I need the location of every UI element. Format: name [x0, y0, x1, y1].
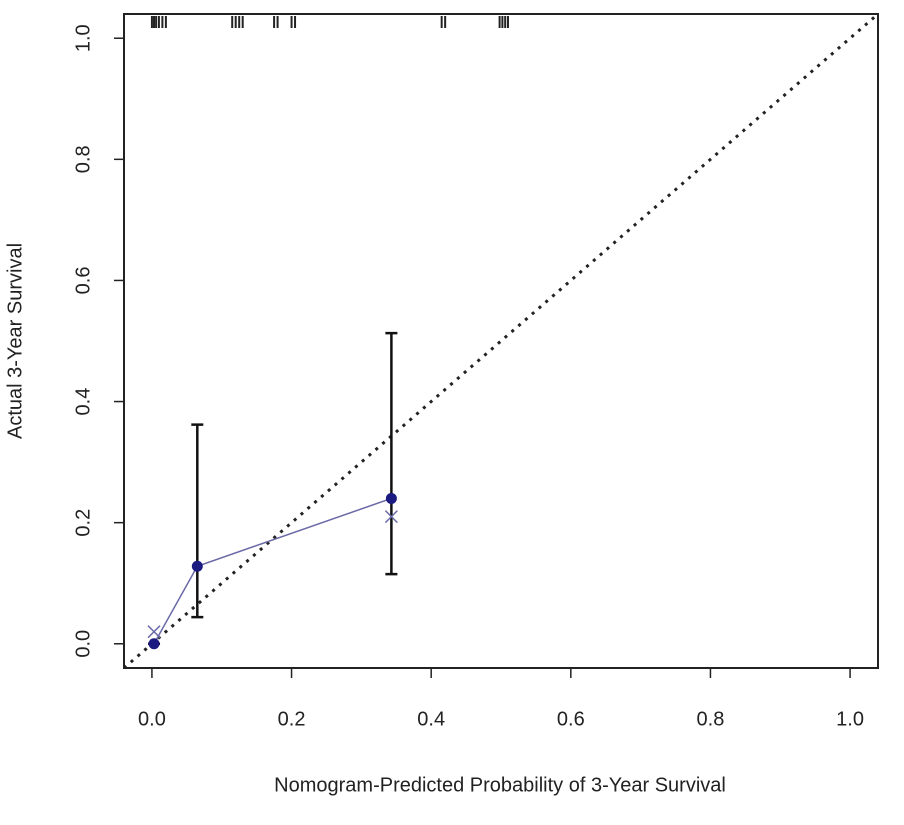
error-bar — [191, 423, 204, 619]
observed-line — [153, 497, 392, 645]
ideal-line — [123, 12, 879, 670]
x-tick-label: 0.2 — [278, 708, 306, 730]
observed-point — [385, 492, 397, 504]
x-axis-label: Nomogram-Predicted Probability of 3-Year… — [274, 774, 726, 796]
y-tick-label: 0.0 — [72, 630, 94, 658]
y-tick-label: 0.6 — [72, 267, 94, 295]
x-tick-label: 0.8 — [697, 708, 725, 730]
x-tick-label: 1.0 — [836, 708, 864, 730]
observed-point — [148, 638, 160, 650]
y-tick-label: 0.2 — [72, 509, 94, 537]
corrected-point — [384, 510, 398, 524]
y-axis-label: Actual 3-Year Survival — [4, 243, 26, 439]
x-tick-label: 0.4 — [417, 708, 445, 730]
error-bar — [385, 331, 398, 576]
corrected-point — [147, 625, 161, 639]
x-tick-label: 0.6 — [557, 708, 585, 730]
plot-frame — [123, 13, 879, 669]
x-tick-label: 0.0 — [138, 708, 166, 730]
y-tick-label: 0.8 — [72, 145, 94, 173]
y-tick-label: 1.0 — [72, 24, 94, 52]
y-tick-label: 0.4 — [72, 388, 94, 416]
observed-point — [191, 560, 203, 572]
